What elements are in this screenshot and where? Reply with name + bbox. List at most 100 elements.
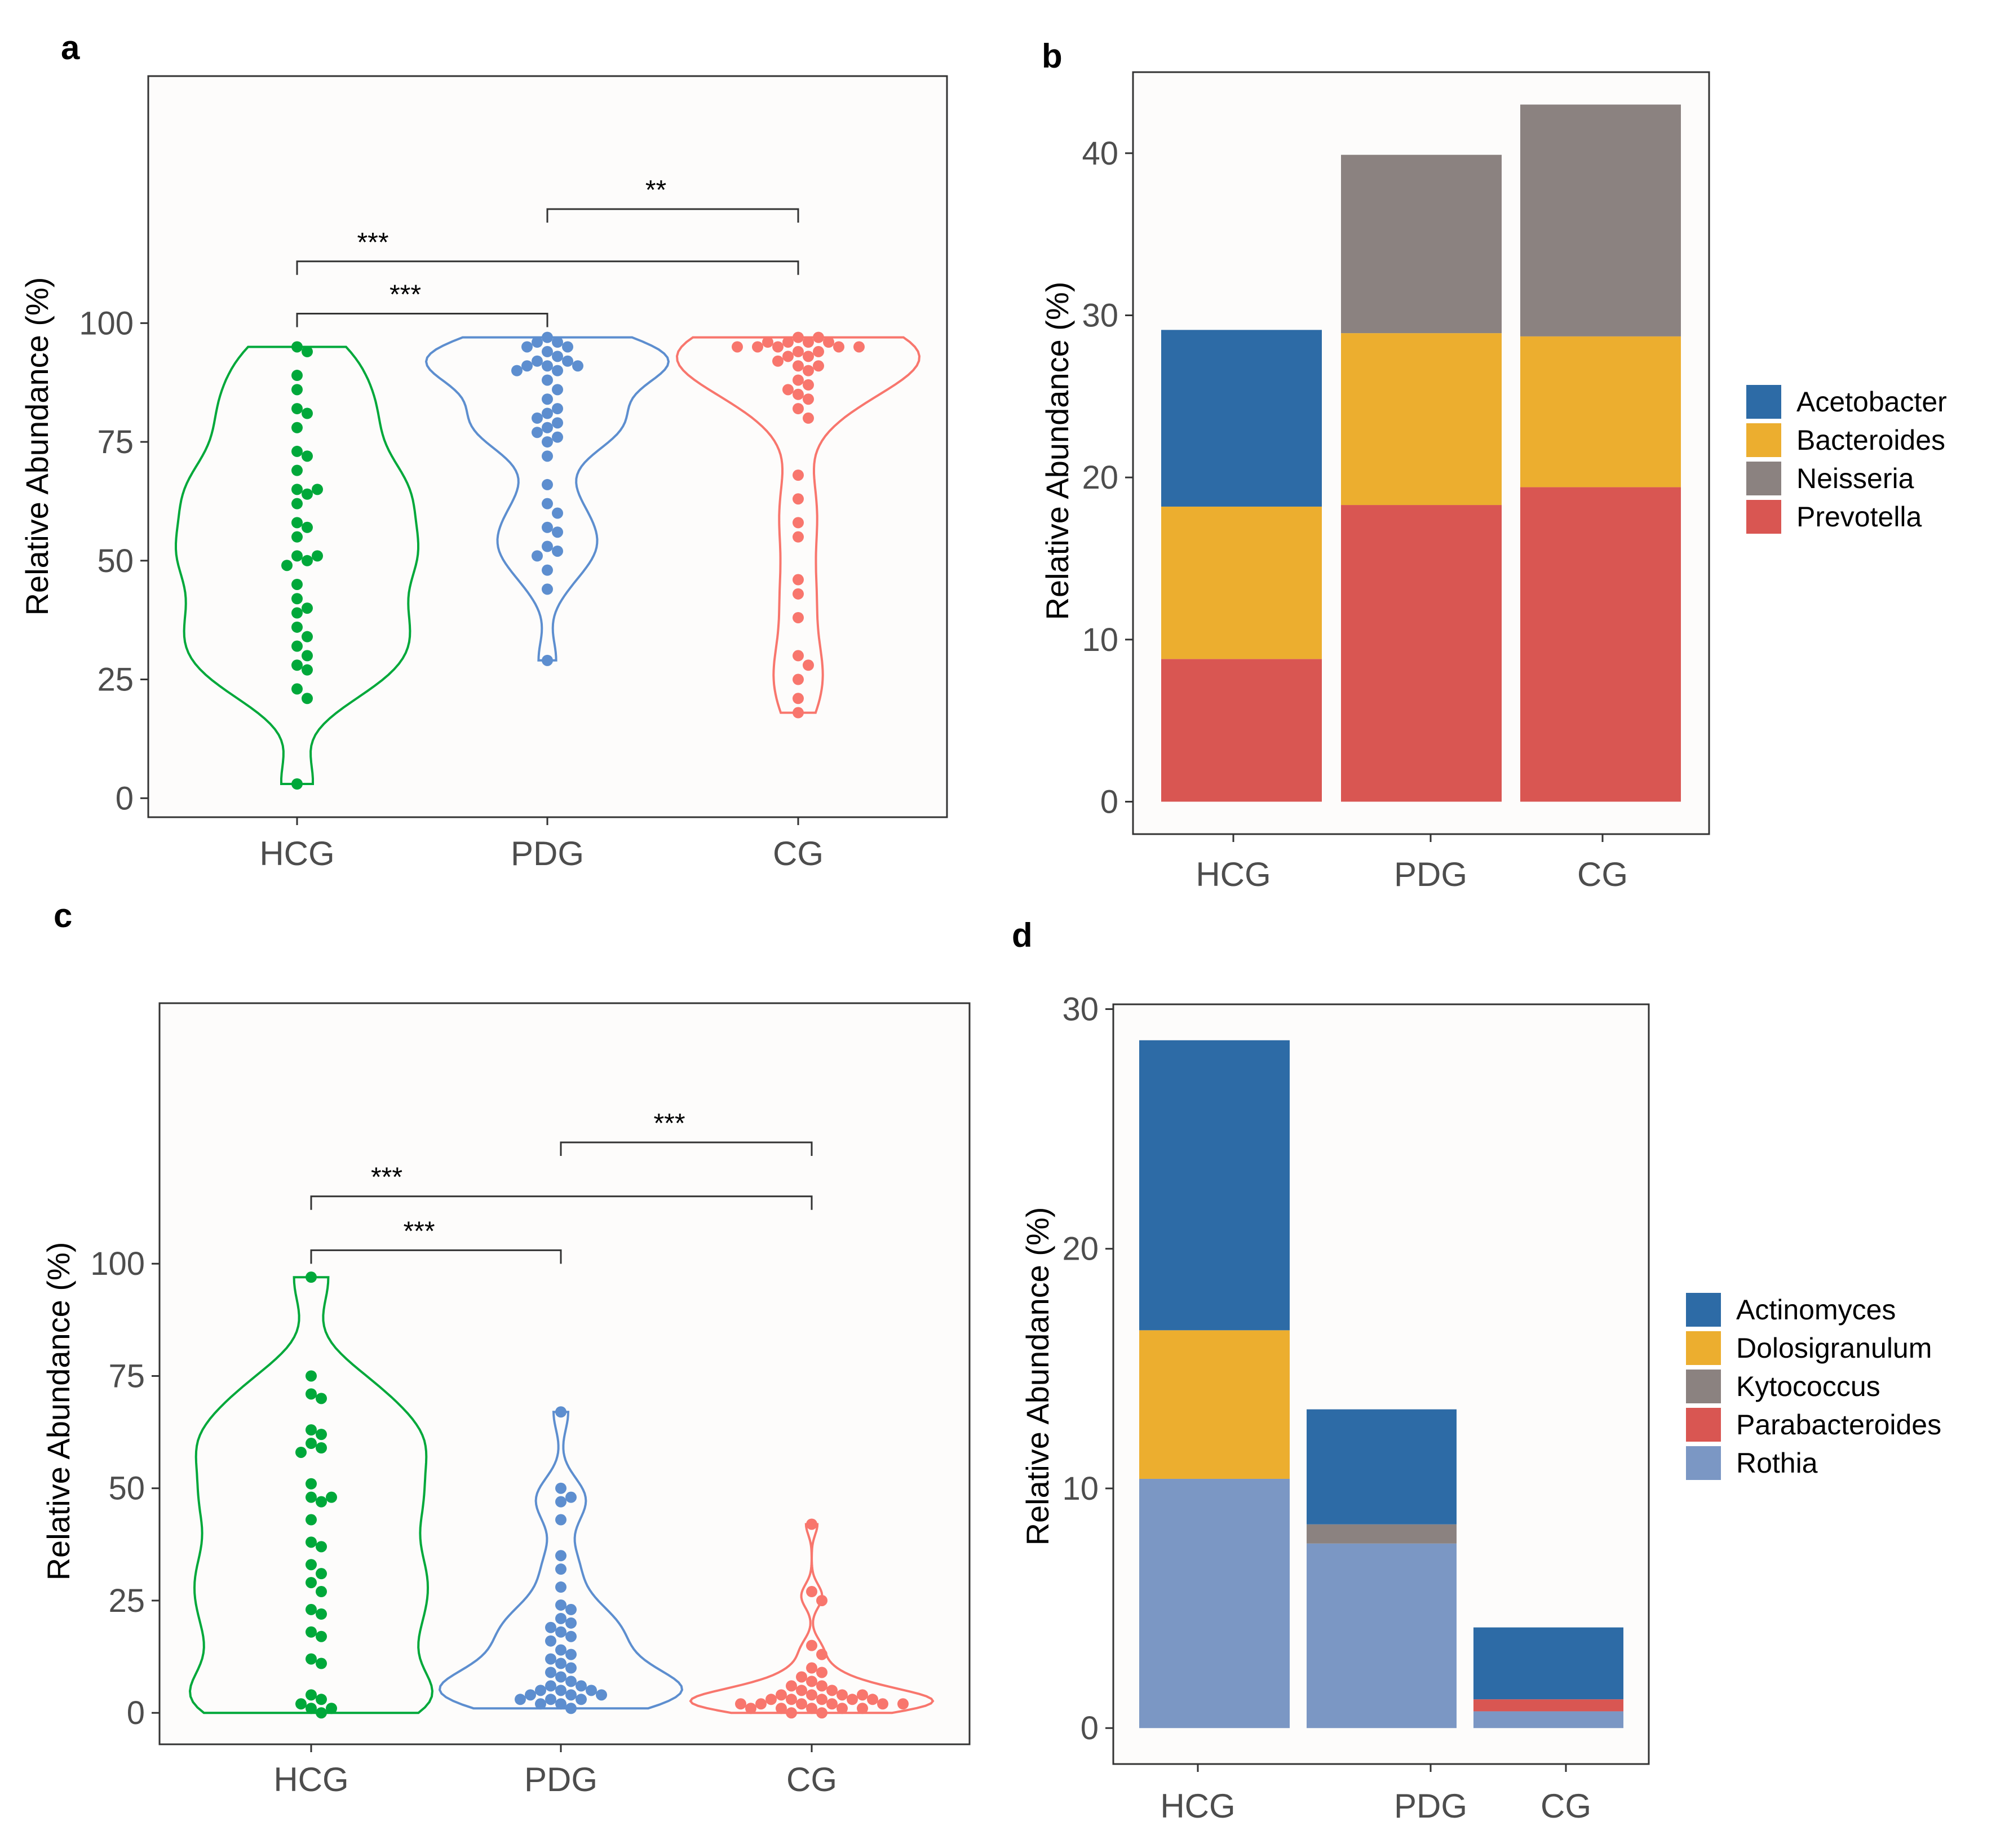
data-point-HCG [306, 1424, 317, 1436]
y-axis-title: Relative Abundance (%) [41, 1242, 76, 1581]
data-point-CG [816, 1667, 827, 1678]
stacked-bar-chart-b: Relative Abundance (%) 0 10 20 30 40 HCG PDG CG A… [1039, 71, 1947, 893]
data-point-PDG [545, 1653, 556, 1665]
bar-segment-actinomyces-cg [1473, 1627, 1623, 1700]
data-point-PDG [552, 545, 563, 557]
y-tick-label: 20 [1082, 459, 1118, 496]
y-tick-label: 100 [90, 1246, 145, 1282]
data-point-PDG [555, 1671, 567, 1683]
data-point-HCG [316, 1393, 327, 1404]
data-point-PDG [572, 360, 583, 372]
data-point-PDG [545, 1635, 556, 1647]
data-point-HCG [291, 683, 303, 695]
legend-swatch-kytococcus [1685, 1368, 1722, 1404]
bar-segment-prevotella-cg [1520, 487, 1681, 802]
data-point-PDG [576, 1694, 587, 1705]
bar-segment-actinomyces-hcg [1139, 1040, 1290, 1331]
violin-HCG [188, 1276, 434, 1714]
legend-swatch-actinomyces [1685, 1292, 1722, 1328]
data-point-HCG [326, 1491, 337, 1503]
data-point-HCG [306, 1603, 317, 1615]
y-tick-label: 25 [108, 1583, 145, 1619]
data-point-PDG [565, 1603, 577, 1615]
data-point-PDG [542, 498, 553, 509]
data-point-HCG [306, 1703, 317, 1714]
data-point-CG [837, 1703, 848, 1714]
legend-swatch-parabacteroides [1685, 1407, 1722, 1443]
data-point-HCG [306, 1491, 317, 1503]
data-point-CG [806, 1662, 817, 1674]
data-point-HCG [302, 664, 313, 676]
x-tick-label: HCG [259, 835, 334, 872]
data-point-CG [806, 1586, 817, 1598]
data-point-HCG [291, 403, 303, 415]
data-point-HCG [312, 550, 323, 562]
x-tick-label: HCG [1160, 1787, 1235, 1825]
data-point-HCG [306, 1559, 317, 1571]
data-point-HCG [291, 778, 303, 790]
violin-HCG [175, 345, 419, 785]
data-point-HCG [306, 1388, 317, 1400]
data-point-HCG [316, 1541, 327, 1553]
data-point-PDG [552, 351, 563, 362]
data-point-HCG [291, 621, 303, 633]
data-point-CG [745, 1703, 756, 1714]
data-point-CG [867, 1694, 878, 1705]
bar-segment-rothia-cg [1473, 1711, 1623, 1729]
data-point-CG [752, 341, 763, 353]
data-point-CG [816, 1648, 827, 1660]
data-point-CG [786, 1707, 797, 1719]
data-point-PDG [542, 422, 553, 433]
data-point-HCG [306, 1438, 317, 1450]
x-tick-label: CG [1541, 1787, 1591, 1825]
data-point-CG [793, 517, 804, 529]
bar-segment-bacteroides-cg [1520, 336, 1681, 488]
data-point-HCG [291, 370, 303, 382]
data-point-HCG [302, 555, 313, 566]
data-point-PDG [555, 1550, 567, 1562]
data-point-PDG [535, 1698, 546, 1710]
data-point-CG [897, 1698, 909, 1710]
data-point-HCG [291, 498, 303, 509]
data-point-PDG [555, 1698, 567, 1710]
data-point-CG [793, 388, 804, 400]
data-point-HCG [312, 484, 323, 495]
data-point-PDG [542, 360, 553, 372]
data-point-PDG [555, 1482, 567, 1494]
data-point-HCG [291, 517, 303, 529]
bar-segment-acetobacter-hcg [1161, 330, 1322, 507]
data-point-CG [793, 707, 804, 719]
panel-letter-a: a [61, 29, 80, 67]
bar-segment-prevotella-hcg [1161, 659, 1322, 802]
significance-bracket [546, 208, 799, 223]
data-point-HCG [316, 1707, 327, 1719]
y-tick-label: 10 [1062, 1470, 1099, 1507]
y-tick-label: 30 [1062, 991, 1099, 1028]
data-point-CG [793, 611, 804, 623]
bar-segment-dolosigranulum-hcg [1139, 1330, 1290, 1479]
x-tick-label: CG [773, 835, 824, 872]
data-point-CG [813, 345, 824, 357]
violin-PDG [424, 336, 670, 662]
y-tick-label: 30 [1082, 297, 1118, 334]
x-tick-label: PDG [524, 1761, 598, 1798]
data-point-PDG [562, 355, 573, 367]
x-tick-label: CG [786, 1761, 837, 1798]
data-point-HCG [302, 521, 313, 533]
data-point-PDG [576, 1680, 587, 1692]
data-point-PDG [532, 355, 543, 367]
data-point-CG [823, 336, 834, 348]
y-tick-label: 100 [79, 305, 134, 342]
y-tick-label: 40 [1082, 135, 1118, 172]
data-point-CG [803, 336, 814, 348]
data-point-CG [806, 1676, 817, 1687]
data-point-CG [793, 588, 804, 600]
data-point-PDG [562, 341, 573, 353]
data-point-CG [765, 1694, 777, 1705]
legend-label-dolosigranulum: Dolosigranulum [1736, 1332, 1932, 1364]
panel-letter-d: d [1012, 916, 1033, 954]
data-point-PDG [542, 393, 553, 405]
bar-segment-actinomyces-pdg [1307, 1409, 1457, 1525]
x-tick-label: HCG [1196, 856, 1271, 893]
significance-label: *** [403, 1216, 435, 1246]
